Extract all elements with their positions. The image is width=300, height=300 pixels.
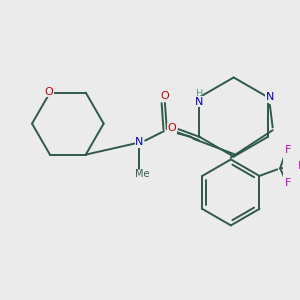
Text: O: O xyxy=(160,91,169,101)
Text: O: O xyxy=(45,87,53,97)
Text: F: F xyxy=(284,145,291,154)
Text: N: N xyxy=(135,137,144,148)
Text: H: H xyxy=(196,89,203,99)
Text: Me: Me xyxy=(135,169,149,178)
Text: O: O xyxy=(168,123,176,133)
Text: F: F xyxy=(284,178,291,188)
Text: F: F xyxy=(298,161,300,172)
Text: N: N xyxy=(195,97,204,107)
Text: N: N xyxy=(266,92,274,102)
